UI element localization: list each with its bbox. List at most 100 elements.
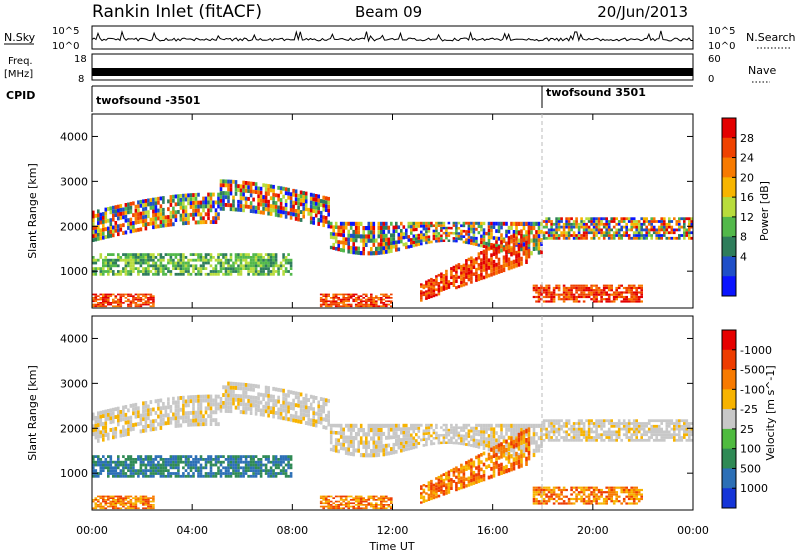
echo-cell xyxy=(390,423,393,428)
echo-cell xyxy=(680,217,684,221)
echo-cell xyxy=(365,238,368,243)
echo-cell xyxy=(382,497,386,499)
echo-cell xyxy=(525,221,528,226)
echo-cell xyxy=(152,499,155,501)
echo-cell xyxy=(365,436,368,441)
echo-cell xyxy=(219,404,223,409)
echo-cell xyxy=(510,431,513,436)
echo-cell xyxy=(522,423,526,428)
echo-cell xyxy=(562,295,566,299)
echo-cell xyxy=(137,270,140,273)
echo-cell xyxy=(382,504,386,506)
echo-cell xyxy=(227,474,230,478)
echo-cell xyxy=(402,434,406,438)
echo-cell xyxy=(229,455,233,458)
echo-cell xyxy=(169,214,173,219)
echo-cell xyxy=(370,302,373,304)
echo-cell xyxy=(252,267,255,270)
echo-cell xyxy=(139,497,143,499)
echo-cell xyxy=(132,228,135,233)
echo-cell xyxy=(102,495,105,498)
echo-cell xyxy=(440,221,443,225)
echo-cell xyxy=(585,225,588,229)
echo-cell xyxy=(254,396,258,400)
echo-cell xyxy=(127,303,130,306)
echo-cell xyxy=(525,447,528,453)
echo-cell xyxy=(480,436,483,440)
echo-cell xyxy=(157,208,160,213)
echo-cell xyxy=(94,504,98,506)
echo-cell xyxy=(500,233,503,238)
echo-cell xyxy=(510,454,513,459)
echo-cell xyxy=(357,444,360,449)
nsearch-tick-top: 10^5 xyxy=(708,26,735,37)
echo-cell xyxy=(447,431,451,434)
echo-cell xyxy=(309,192,313,197)
echo-cell xyxy=(625,300,628,303)
echo-cell xyxy=(312,197,315,202)
echo-cell xyxy=(440,441,443,445)
echo-cell xyxy=(372,444,376,449)
echo-cell xyxy=(329,303,333,306)
echo-cell xyxy=(279,206,283,210)
echo-cell xyxy=(540,431,543,436)
echo-cell xyxy=(422,233,426,237)
echo-cell xyxy=(540,229,543,234)
echo-cell xyxy=(159,414,163,419)
echo-cell xyxy=(615,298,618,301)
echo-cell xyxy=(317,222,320,226)
echo-cell xyxy=(587,231,591,235)
echo-cell xyxy=(127,497,130,499)
echo-cell xyxy=(612,293,616,296)
echo-cell xyxy=(139,227,143,232)
echo-cell xyxy=(460,268,463,272)
echo-cell xyxy=(322,293,325,296)
echo-cell xyxy=(377,230,381,235)
echo-cell xyxy=(102,429,105,434)
echo-cell xyxy=(272,398,275,403)
echo-cell xyxy=(339,497,343,499)
echo-cell xyxy=(217,455,220,458)
echo-cell xyxy=(545,419,548,423)
echo-cell xyxy=(683,225,686,229)
echo-cell xyxy=(497,471,501,476)
echo-cell xyxy=(482,253,486,257)
echo-cell xyxy=(427,241,431,244)
echo-cell xyxy=(277,197,280,202)
echo-cell xyxy=(655,236,658,240)
echo-cell xyxy=(382,229,386,234)
echo-cell xyxy=(477,221,481,225)
echo-cell xyxy=(192,460,195,464)
echo-cell xyxy=(392,233,396,237)
echo-cell xyxy=(162,211,165,216)
echo-cell xyxy=(470,438,473,442)
echo-cell xyxy=(615,217,618,221)
echo-cell xyxy=(104,215,108,220)
echo-cell xyxy=(102,272,105,276)
echo-cell xyxy=(552,300,556,303)
echo-cell xyxy=(572,286,576,290)
echo-cell xyxy=(615,293,618,296)
echo-cell xyxy=(422,227,426,231)
echo-cell xyxy=(442,221,446,225)
echo-cell xyxy=(94,258,98,262)
echo-cell xyxy=(269,261,273,265)
echo-cell xyxy=(227,460,230,464)
echo-cell xyxy=(197,220,200,225)
echo-cell xyxy=(352,242,355,247)
echo-cell xyxy=(197,256,200,259)
echo-cell xyxy=(119,204,123,208)
echo-cell xyxy=(262,210,265,215)
echo-cell xyxy=(400,427,403,431)
echo-cell xyxy=(492,431,496,435)
echo-cell xyxy=(112,504,115,506)
echo-cell xyxy=(685,231,689,235)
echo-cell xyxy=(277,264,280,268)
echo-cell xyxy=(565,217,568,221)
echo-cell xyxy=(327,200,330,205)
echo-cell xyxy=(207,216,210,221)
echo-cell xyxy=(595,228,598,232)
echo-cell xyxy=(502,263,506,268)
echo-cell xyxy=(167,405,170,410)
echo-cell xyxy=(597,286,601,290)
